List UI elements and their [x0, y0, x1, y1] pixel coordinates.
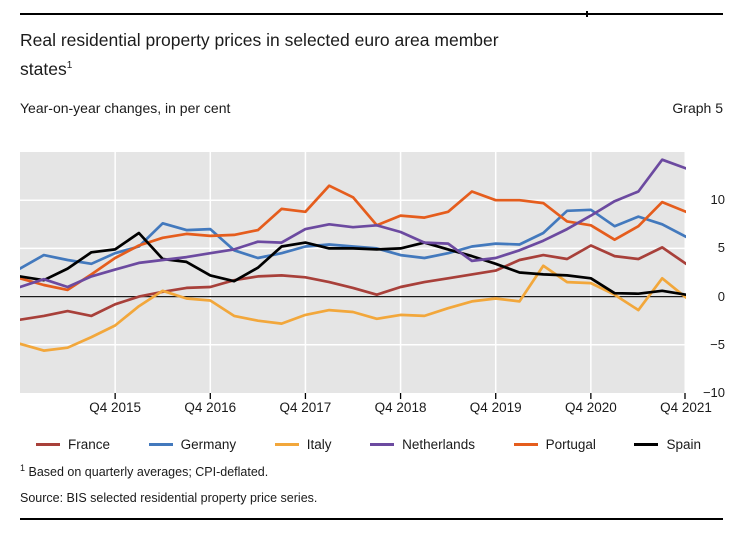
legend-label-germany: Germany — [180, 437, 237, 452]
legend-label-netherlands: Netherlands — [402, 437, 475, 452]
x-tick-label: Q4 2021 — [660, 400, 712, 415]
source-line: Source: BIS selected residential propert… — [20, 491, 710, 505]
series-line-portugal — [20, 184, 686, 292]
chart-subtitle: Year-on-year changes, in per cent — [20, 100, 231, 116]
legend-label-france: France — [68, 437, 111, 452]
legend-swatch-spain — [634, 443, 659, 446]
legend-item-france: France — [36, 437, 110, 452]
footnote: 1 Based on quarterly averages; CPI-defla… — [20, 463, 710, 479]
legend-item-portugal: Portugal — [513, 437, 596, 452]
chart-title-line2: states — [20, 58, 67, 79]
chart-title: Real residential property prices in sele… — [20, 27, 700, 82]
y-tick-label: −10 — [702, 385, 725, 400]
legend-item-italy: Italy — [274, 437, 332, 452]
y-axis-labels: 10 5 0 −5 −10 — [688, 152, 726, 400]
x-tick-label: Q4 2019 — [469, 400, 522, 415]
title-footnote-marker: 1 — [66, 60, 73, 71]
legend-swatch-france — [36, 443, 60, 446]
plot-background — [20, 152, 686, 393]
legend-item-germany: Germany — [148, 437, 237, 452]
x-tick-label: Q4 2018 — [374, 400, 427, 415]
top-rule — [20, 13, 723, 15]
legend-swatch-germany — [148, 443, 173, 446]
legend-swatch-netherlands — [370, 443, 395, 446]
legend-swatch-italy — [274, 443, 299, 446]
line-chart — [20, 152, 686, 399]
chart-legend: France Germany Italy Netherlands Portugal Spa… — [20, 437, 717, 452]
legend-label-spain: Spain — [666, 437, 701, 452]
legend-label-italy: Italy — [306, 437, 332, 452]
series-line-france — [20, 244, 686, 322]
graph-number-label: Graph 5 — [672, 100, 723, 116]
y-tick-label: 10 — [710, 192, 725, 208]
x-tick-label: Q4 2017 — [279, 400, 332, 415]
legend-item-netherlands: Netherlands — [370, 437, 475, 452]
footnote-marker: 1 — [20, 463, 26, 473]
y-tick-label: 5 — [717, 240, 725, 256]
x-tick-label: Q4 2015 — [89, 400, 142, 415]
legend-item-spain: Spain — [634, 437, 701, 452]
subtitle-row: Year-on-year changes, in per cent Graph … — [20, 100, 723, 116]
source-text: Source: BIS selected residential propert… — [20, 491, 318, 505]
chart-title-line1: Real residential property prices in sele… — [20, 30, 499, 50]
x-tick-label: Q4 2016 — [184, 400, 237, 415]
series-line-italy — [20, 264, 686, 352]
series-line-netherlands — [20, 158, 686, 289]
legend-label-portugal: Portugal — [545, 437, 596, 452]
y-tick-label: 0 — [717, 288, 725, 304]
x-tick-label: Q4 2020 — [564, 400, 617, 415]
y-tick-label: −5 — [710, 336, 725, 352]
legend-swatch-portugal — [513, 443, 538, 446]
x-axis-labels: Q4 2015 Q4 2016 Q4 2017 Q4 2018 Q4 2019 Q4 20… — [20, 400, 712, 416]
top-rule-tick — [586, 11, 588, 17]
footnote-text: Based on quarterly averages; CPI-deflate… — [28, 465, 269, 480]
bottom-rule — [20, 518, 723, 520]
series-line-spain — [20, 231, 686, 297]
